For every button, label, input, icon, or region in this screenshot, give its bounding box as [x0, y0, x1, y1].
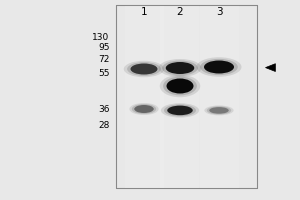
Polygon shape	[266, 64, 275, 72]
Text: 55: 55	[98, 68, 110, 77]
Ellipse shape	[204, 105, 234, 115]
Ellipse shape	[130, 64, 158, 74]
Ellipse shape	[132, 104, 156, 114]
Bar	[200, 5, 238, 188]
Ellipse shape	[124, 61, 164, 77]
Text: 130: 130	[92, 32, 110, 42]
Ellipse shape	[162, 60, 198, 75]
Ellipse shape	[134, 105, 154, 113]
Bar	[160, 5, 200, 188]
Ellipse shape	[163, 77, 197, 95]
Ellipse shape	[127, 62, 161, 76]
Ellipse shape	[167, 79, 194, 94]
Ellipse shape	[200, 59, 238, 75]
Text: 1: 1	[141, 7, 147, 17]
Ellipse shape	[160, 75, 200, 97]
Text: 3: 3	[216, 7, 222, 17]
Ellipse shape	[159, 59, 201, 77]
Ellipse shape	[209, 107, 229, 114]
Bar	[124, 5, 164, 188]
Ellipse shape	[164, 104, 196, 116]
Text: 95: 95	[98, 43, 110, 51]
Text: 36: 36	[98, 104, 110, 114]
Ellipse shape	[207, 106, 231, 115]
Ellipse shape	[166, 62, 194, 74]
Ellipse shape	[161, 103, 199, 118]
Text: 2: 2	[177, 7, 183, 17]
Ellipse shape	[129, 103, 159, 115]
Text: 28: 28	[98, 120, 110, 130]
Bar	[116, 5, 256, 188]
Ellipse shape	[167, 106, 193, 115]
Ellipse shape	[196, 57, 242, 77]
Ellipse shape	[204, 60, 234, 73]
Text: 72: 72	[98, 54, 110, 64]
